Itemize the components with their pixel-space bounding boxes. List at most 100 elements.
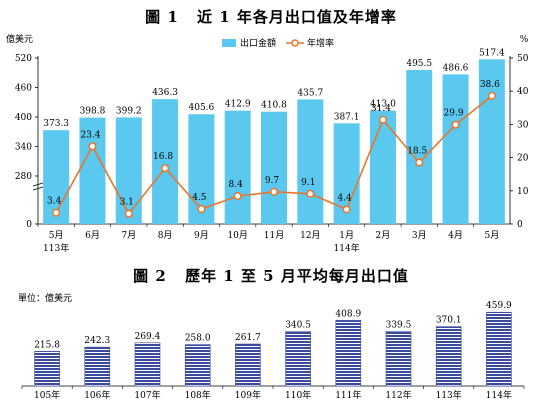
x-tick-label: 1月 [339,230,354,241]
y-right-tick-label: 10 [517,187,529,197]
bar-value-label: 410.8 [261,101,287,111]
x-tick-label: 3月 [412,230,427,241]
legend-swatch-growth-marker [291,39,299,47]
growth-rate-label: 31.4 [371,104,391,114]
x-tick-sublabel: 114年 [334,242,360,254]
bar-avg-monthly-export [486,311,512,387]
growth-rate-label: 38.6 [480,80,500,90]
legend-label-growth: 年增率 [307,37,334,49]
bar-value-label: 495.5 [406,59,432,69]
x-tick-label-fig2: 107年 [134,389,160,401]
bar-export-value [79,117,106,224]
figure1-title: 圖 1 近 1 年各月出口值及年增率 [0,6,542,27]
x-tick-label: 12月 [300,230,320,241]
bar-export-value [297,99,324,224]
x-tick-label-fig2: 114年 [486,389,512,401]
bar-export-value [43,130,70,224]
bar-avg-monthly-export [335,320,362,387]
bar-export-value [152,99,179,224]
x-tick-label-fig2: 106年 [84,389,110,401]
bar-value-label: 387.1 [334,112,360,122]
figure1-chart: 億美元 %520460400340280050403020100373.35月11… [6,33,529,254]
figure2-unit-label: 單位：億美元 [18,292,72,304]
bar-value-label: 412.9 [225,100,251,110]
axis-break-mark [32,186,44,191]
bar-value-label-fig2: 242.3 [84,336,110,346]
growth-rate-point [161,164,170,173]
x-tick-label-fig2: 113年 [436,389,462,401]
legend-swatch-export [222,39,236,47]
y-right-tick-label: 40 [517,87,529,97]
bar-export-value [406,70,433,224]
growth-rate-point [451,120,460,129]
x-tick-label-fig2: 112年 [385,389,411,401]
figure1-title-text: 近 1 年各月出口值及年增率 [197,8,397,26]
bar-value-label: 413.0 [370,100,396,110]
growth-rate-label: 29.9 [444,109,464,119]
chart-legend: 出口金額 年增率 [222,37,334,49]
bar-export-value [442,74,469,225]
bar-avg-monthly-export [235,343,261,387]
growth-rate-point [233,192,242,201]
growth-rate-label: 3.1 [120,198,134,208]
y-right-tick-label: 30 [517,120,529,130]
growth-rate-label: 23.4 [80,130,100,140]
bar-export-value [369,110,396,224]
bar-value-label-fig2: 258.0 [185,334,211,344]
bar-value-label: 399.2 [116,106,142,116]
x-tick-label: 10月 [227,230,247,241]
x-tick-label: 5月 [484,230,499,241]
growth-rate-label: 16.8 [153,152,173,162]
x-tick-label: 6月 [85,230,100,241]
growth-rate-point [269,187,279,196]
x-tick-label: 9月 [194,230,209,241]
x-tick-label-fig2: 105年 [34,389,60,401]
bar-value-label: 517.4 [479,48,505,58]
y-left-tick-label: 400 [15,113,32,123]
bar-value-label: 436.3 [152,88,178,98]
bar-avg-monthly-export [134,342,161,387]
bar-export-value [224,110,251,224]
y-left-tick-label: 460 [15,84,32,94]
bar-avg-monthly-export [84,346,111,387]
bar-avg-monthly-export [435,326,462,387]
growth-rate-point [197,205,206,214]
x-tick-label-fig2: 108年 [185,389,211,401]
growth-rate-point [306,189,315,198]
bar-value-label-fig2: 269.4 [135,332,161,342]
bar-value-label: 486.6 [443,63,469,73]
y-right-tick-label: 50 [517,54,529,64]
bar-value-label-fig2: 339.5 [386,321,412,331]
growth-rate-label: 3.4 [47,197,62,207]
y-right-tick-label: 0 [517,220,523,230]
figure2-number: 圖 2 [133,267,167,285]
growth-rate-point [415,158,424,167]
bar-avg-monthly-export [285,331,311,387]
y-right-unit: % [520,35,529,45]
y-left-tick-label: 280 [15,172,32,182]
bar-export-value [478,59,505,224]
growth-rate-point [52,208,61,217]
growth-rate-point [487,91,496,100]
bar-value-label-fig2: 340.5 [285,320,311,330]
figure2-title: 圖 2 歷年 1 至 5 月平均每月出口值 [0,265,542,286]
figure1-number: 圖 1 [145,8,179,26]
figure2-title-text: 歷年 1 至 5 月平均每月出口值 [185,267,409,285]
bar-avg-monthly-export [385,331,412,387]
x-tick-label: 7月 [121,230,136,241]
bar-value-label-fig2: 370.1 [436,316,462,326]
growth-rate-label: 8.4 [229,180,244,190]
y-left-tick-label: 340 [15,143,32,153]
growth-rate-point [342,205,351,214]
legend-label-export: 出口金額 [240,37,276,49]
bar-value-label: 435.7 [297,88,323,98]
bar-value-label: 398.8 [80,107,106,117]
bar-avg-monthly-export [34,351,60,387]
growth-rate-label: 4.4 [337,193,352,203]
x-tick-label-fig2: 110年 [285,389,311,401]
bar-value-label-fig2: 261.7 [235,333,261,343]
x-tick-label-fig2: 111年 [335,389,361,401]
y-left-tick-label: 520 [15,54,32,64]
growth-rate-point [124,209,133,218]
bar-export-value [115,117,142,224]
